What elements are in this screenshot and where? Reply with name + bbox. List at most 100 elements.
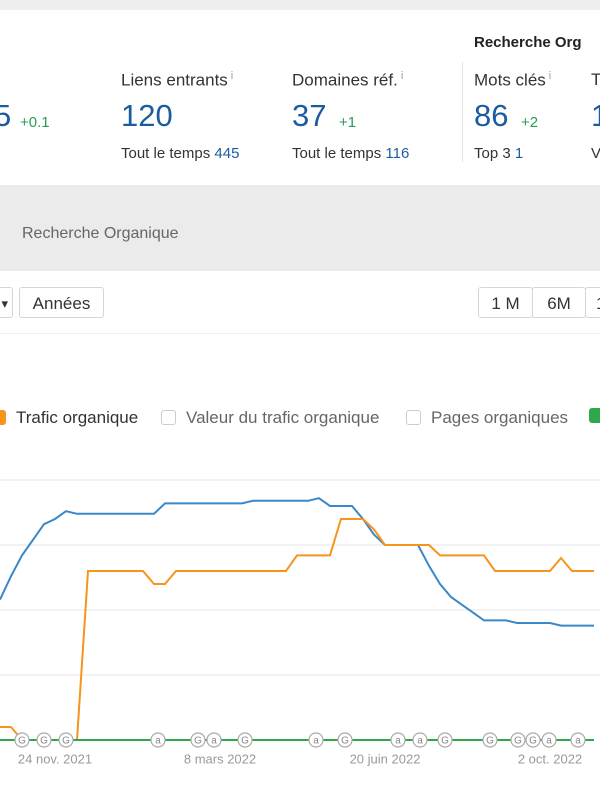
info-icon[interactable]: i [230, 70, 234, 82]
divider [462, 62, 463, 162]
marker-circle [412, 732, 428, 748]
event-marker[interactable]: a [390, 732, 406, 748]
marker-label: G [514, 736, 522, 747]
label-text: Liens entrants [121, 70, 228, 90]
event-marker[interactable]: G [510, 732, 526, 748]
stat-value: 86 [474, 98, 509, 133]
stat-value: 1 [591, 98, 600, 133]
legend-item[interactable]: Pages organiques [406, 408, 568, 428]
event-marker[interactable]: G [525, 732, 541, 748]
event-marker[interactable]: a [570, 732, 586, 748]
legend-label: Trafic organique [16, 408, 139, 427]
stat-value: 120 [121, 98, 173, 133]
marker-circle [525, 732, 541, 748]
sub-label: Tout le temps [292, 145, 382, 162]
separator [0, 333, 600, 334]
checkbox[interactable] [589, 408, 600, 423]
legend-item[interactable]: Valeur du trafic organique [161, 408, 379, 428]
marker-label: G [62, 736, 70, 747]
x-tick-label: 2 oct. 2022 [518, 751, 582, 766]
x-tick-label: 24 nov. 2021 [18, 751, 92, 766]
marker-label: G [241, 736, 249, 747]
marker-circle [150, 732, 166, 748]
legend-item[interactable]: Trafic organique [0, 408, 138, 428]
event-marker[interactable]: a [541, 732, 557, 748]
sub-value[interactable]: 445 [214, 145, 240, 162]
stat-value: 5 [0, 98, 12, 133]
marker-circle [482, 732, 498, 748]
band-title: Recherche Organique [22, 225, 179, 242]
marker-circle [541, 732, 557, 748]
marker-circle [437, 732, 453, 748]
marker-circle [14, 732, 30, 748]
marker-circle [510, 732, 526, 748]
x-tick-label: 20 juin 2022 [350, 751, 421, 766]
section-title: Recherche Org [474, 34, 582, 51]
marker-label: G [441, 736, 449, 747]
top-bar [0, 0, 600, 10]
marker-circle [58, 732, 74, 748]
event-marker[interactable]: G [36, 732, 52, 748]
event-marker[interactable]: a [412, 732, 428, 748]
event-marker[interactable]: G [14, 732, 30, 748]
marker-label: a [155, 736, 161, 747]
marker-circle [237, 732, 253, 748]
stat-sub: V [591, 145, 600, 162]
label-text: Mots clés [474, 70, 546, 90]
marker-label: a [395, 736, 401, 747]
event-marker[interactable]: a [206, 732, 222, 748]
dropdown[interactable]: ▾ [0, 287, 13, 318]
sub-value[interactable]: 116 [385, 145, 410, 162]
band: Recherche Organique [0, 185, 600, 271]
info-icon[interactable]: i [400, 70, 404, 82]
event-marker[interactable]: G [237, 732, 253, 748]
event-marker[interactable]: G [190, 732, 206, 748]
stat-sub: Tout le temps 445 [121, 145, 239, 162]
marker-circle [390, 732, 406, 748]
info-icon[interactable]: i [548, 70, 552, 82]
marker-label: a [313, 736, 319, 747]
stat-delta: +0.1 [20, 114, 50, 131]
marker-label: a [417, 736, 423, 747]
range-button[interactable]: 1 M [478, 287, 533, 318]
legend-item[interactable] [589, 408, 600, 426]
stat-sub: Top 3 1 [474, 145, 523, 162]
event-marker[interactable]: G [337, 732, 353, 748]
marker-circle [190, 732, 206, 748]
checkbox[interactable] [161, 410, 176, 425]
checkbox[interactable] [406, 410, 421, 425]
event-marker[interactable]: G [437, 732, 453, 748]
marker-label: G [486, 736, 494, 747]
marker-circle [36, 732, 52, 748]
marker-label: G [529, 736, 537, 747]
legend-label: Valeur du trafic organique [186, 408, 380, 427]
stat-value: 37 [292, 98, 327, 133]
event-marker[interactable]: G [482, 732, 498, 748]
chart: 24 nov. 2021 8 mars 2022 20 juin 2022 2 oct… [0, 479, 600, 766]
label-text: Domaines réf. [292, 70, 398, 90]
event-marker[interactable]: G [58, 732, 74, 748]
event-marker[interactable]: a [308, 732, 324, 748]
marker-circle [308, 732, 324, 748]
marker-label: G [194, 736, 202, 747]
range-button[interactable]: 1 [585, 287, 600, 318]
range-button[interactable]: 6M [532, 287, 586, 318]
event-marker[interactable]: a [150, 732, 166, 748]
marker-label: a [546, 736, 552, 747]
stat-label: Domaines réf. i [292, 70, 403, 91]
legend-label: Pages organiques [431, 408, 569, 427]
x-tick-label: 8 mars 2022 [184, 751, 256, 766]
period-button[interactable]: Années [19, 287, 104, 318]
checkbox[interactable] [0, 410, 6, 425]
sub-value[interactable]: 1 [514, 145, 524, 162]
series-line [0, 518, 594, 741]
marker-label: a [211, 736, 217, 747]
marker-label: G [341, 736, 349, 747]
marker-label: a [575, 736, 581, 747]
stat-sub: Tout le temps 116 [292, 145, 409, 162]
stat-label: Liens entrants i [121, 70, 233, 91]
marker-circle [570, 732, 586, 748]
marker-label: G [40, 736, 48, 747]
sub-label: Top 3 [474, 145, 511, 162]
